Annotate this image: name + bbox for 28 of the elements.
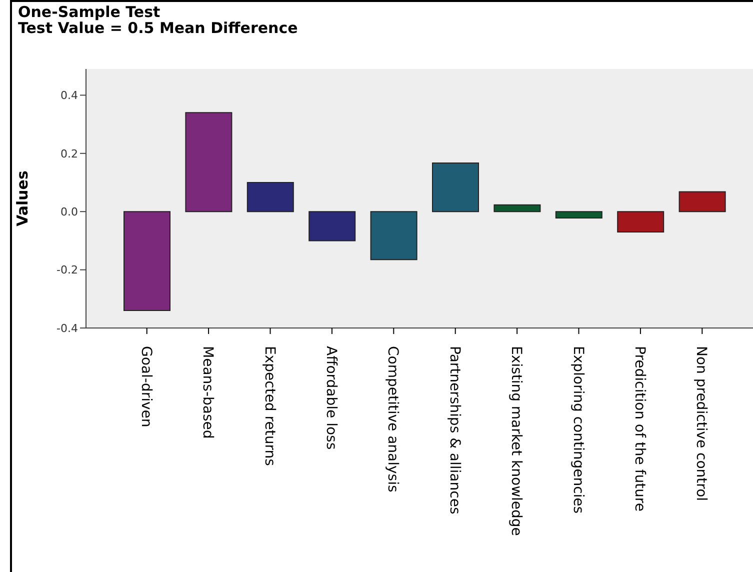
y-axis-title: Values (13, 170, 32, 226)
x-tick-label: Exploring contingencies (570, 346, 586, 514)
x-tick-label: Means-based (200, 346, 216, 439)
x-tick-label: Partnerships & alliances (446, 346, 462, 514)
y-tick-label: -0.2 (56, 264, 78, 277)
bar (308, 211, 356, 242)
bar (617, 211, 664, 232)
chart-subtitle: Test Value = 0.5 Mean Difference (18, 19, 298, 37)
bar (246, 182, 294, 212)
x-tick-label: Predicition of the future (632, 346, 648, 512)
x-tick-label: Affordable loss (323, 346, 340, 450)
bar (678, 191, 726, 212)
x-tick-label: Existing market knowledge (508, 346, 524, 536)
chart-title: One-Sample Test (18, 3, 162, 21)
x-tick-label: Competitive analysis (384, 346, 401, 492)
bar (494, 204, 541, 212)
bar (432, 162, 479, 212)
x-tick-label: Goal-driven (138, 346, 154, 428)
bar (370, 211, 418, 260)
bar (555, 211, 602, 218)
bar (124, 211, 170, 312)
x-tick-label: Non predictive control (693, 346, 710, 502)
y-tick-label: 0.0 (60, 206, 78, 218)
x-tick-label: Expected returns (261, 346, 278, 466)
y-tick-label: 0.2 (60, 147, 78, 160)
bar (185, 112, 232, 212)
y-tick-label: 0.4 (60, 89, 78, 102)
y-tick-label: -0.4 (56, 322, 78, 335)
